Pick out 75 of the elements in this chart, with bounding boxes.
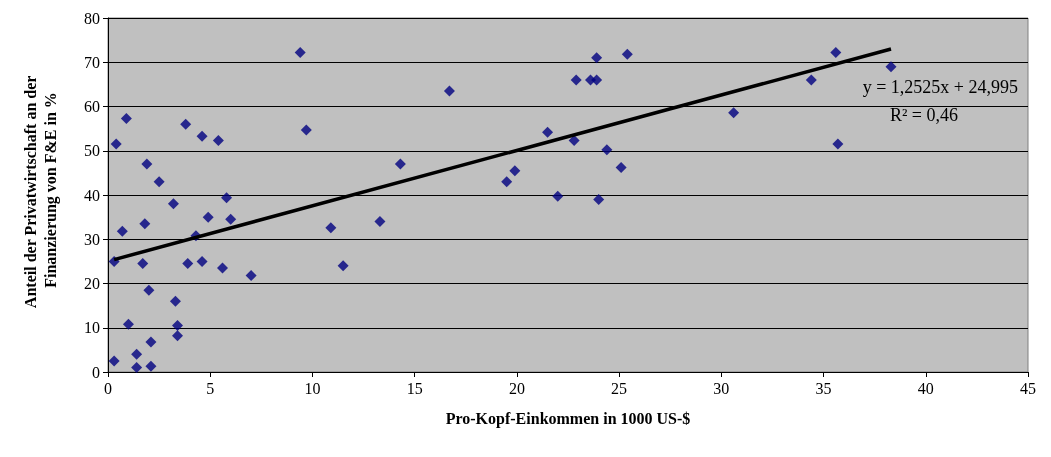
point: [337, 260, 349, 272]
point: [374, 216, 386, 228]
point: [394, 158, 406, 170]
point: [601, 144, 613, 156]
point: [108, 355, 120, 367]
point: [216, 262, 228, 274]
point: [830, 47, 842, 59]
y-tick-label: 70: [84, 53, 100, 71]
point: [167, 198, 179, 210]
point: [542, 126, 554, 138]
y-tick-label: 10: [84, 319, 100, 337]
point: [570, 74, 582, 86]
point: [300, 124, 312, 136]
x-tick-label: 10: [304, 379, 321, 397]
y-tick-label: 50: [84, 142, 100, 160]
point: [122, 318, 134, 330]
point: [294, 47, 306, 59]
point: [325, 222, 337, 234]
point: [196, 130, 208, 142]
point: [615, 162, 627, 174]
point: [591, 74, 603, 86]
point: [172, 330, 184, 342]
point: [110, 138, 122, 150]
point: [593, 193, 605, 205]
point: [212, 135, 224, 147]
point: [120, 112, 132, 124]
point: [621, 48, 633, 60]
point: [568, 135, 580, 147]
annotation: R² = 0,46: [889, 105, 959, 125]
point: [153, 176, 165, 188]
x-tick-label: 25: [611, 379, 628, 397]
y-tick-label: 20: [84, 275, 100, 292]
point: [145, 336, 157, 348]
x-tick-label: 35: [815, 379, 832, 397]
point: [885, 61, 897, 73]
annotation: y = 1,2525x + 24,995: [862, 77, 1019, 97]
x-tick-label: 20: [508, 379, 525, 397]
point: [225, 213, 237, 225]
x-tick-label: 0: [104, 379, 112, 397]
point: [139, 218, 151, 230]
point: [501, 176, 513, 188]
point: [443, 85, 455, 97]
y-tick-label: 30: [84, 230, 100, 248]
point: [143, 284, 155, 296]
point: [172, 320, 184, 332]
x-tick-label: 5: [206, 379, 215, 397]
y-tick-label: 60: [84, 98, 100, 115]
point: [131, 348, 143, 360]
point: [805, 74, 817, 86]
point: [131, 362, 143, 374]
y-tick-label: 80: [84, 9, 100, 27]
point: [180, 118, 192, 130]
point: [221, 192, 233, 204]
point: [509, 165, 521, 177]
point: [832, 138, 844, 150]
point: [141, 158, 153, 170]
y-tick-label: 0: [92, 363, 100, 381]
x-tick-label: 40: [917, 379, 934, 397]
point: [245, 270, 257, 282]
point: [169, 295, 181, 307]
point: [137, 258, 149, 270]
x-tick-label: 45: [1020, 379, 1036, 397]
point: [728, 107, 740, 119]
y-tick-label: 40: [84, 186, 100, 204]
x-axis-title: Pro-Kopf-Einkommen in 1000 US-$: [445, 409, 691, 428]
point: [196, 255, 208, 267]
point: [116, 225, 128, 237]
point: [591, 52, 603, 64]
point: [182, 258, 194, 270]
point: [552, 190, 564, 202]
point: [202, 211, 214, 223]
x-tick-label: 15: [406, 379, 423, 397]
y-axis-title: Anteil der Privatwirtschaft an der Finanzierung von F&E in %: [21, 71, 60, 309]
x-tick-label: 30: [713, 379, 730, 397]
point: [145, 360, 157, 372]
